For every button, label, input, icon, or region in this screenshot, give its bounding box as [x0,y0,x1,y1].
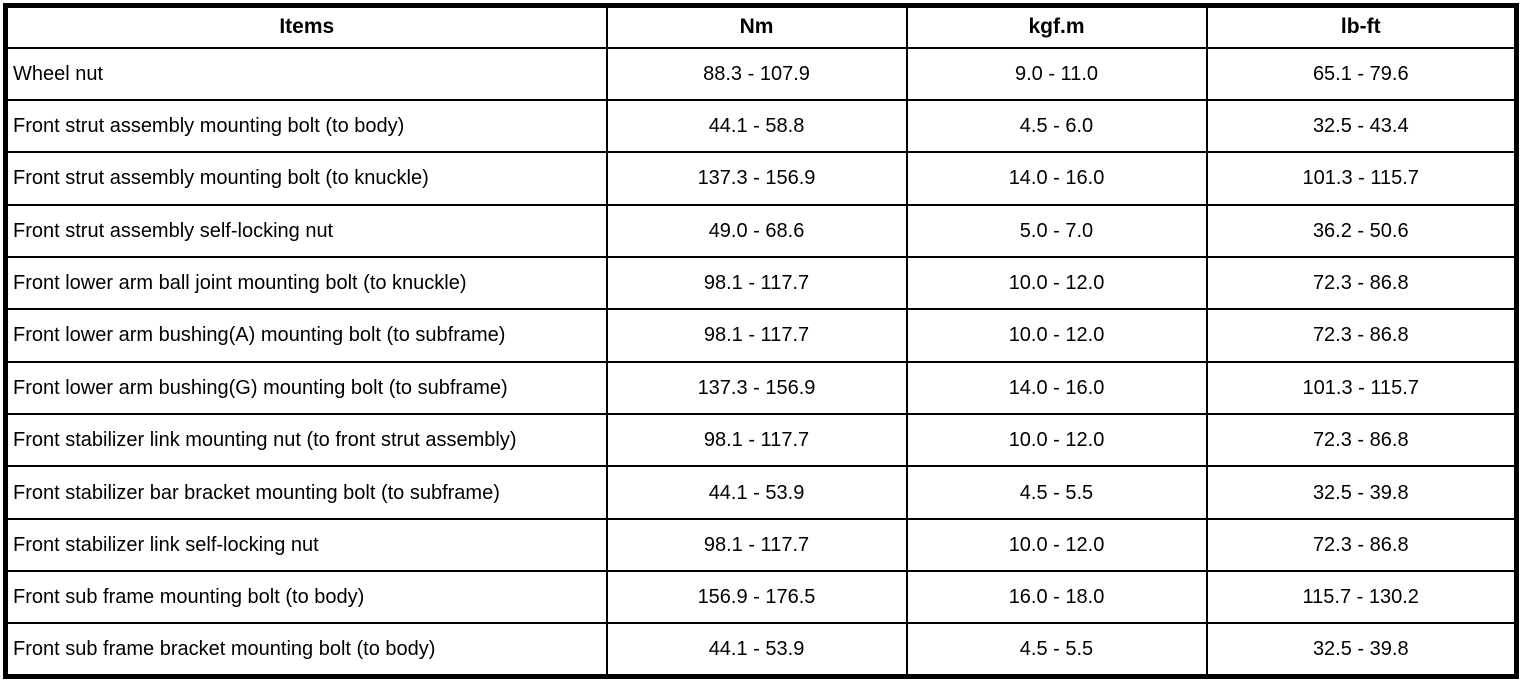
nm-value-cell: 156.9 - 176.5 [605,570,908,625]
table-row: Front sub frame mounting bolt (to body) … [4,570,1518,625]
lbft-value-cell: 72.3 - 86.8 [1205,308,1518,363]
item-name-cell: Front sub frame mounting bolt (to body) [4,570,608,625]
item-name-cell: Front lower arm ball joint mounting bolt… [4,255,608,311]
table-row: Front lower arm ball joint mounting bolt… [4,255,1518,311]
table-row: Front strut assembly self-locking nut 49… [4,203,1518,258]
kgfm-value-cell: 10.0 - 12.0 [905,413,1208,468]
kgfm-value-cell: 9.0 - 11.0 [905,46,1208,101]
column-header-nm: Nm [605,4,908,49]
nm-value-cell: 98.1 - 117.7 [605,517,908,573]
item-name-cell: Front stabilizer link self-locking nut [4,517,608,573]
lbft-value-cell: 32.5 - 39.8 [1205,622,1518,678]
table-row: Wheel nut 88.3 - 107.9 9.0 - 11.0 65.1 -… [4,46,1518,101]
table-row: Front stabilizer bar bracket mounting bo… [4,465,1518,520]
kgfm-value-cell: 4.5 - 5.5 [905,465,1208,520]
table-body: Wheel nut 88.3 - 107.9 9.0 - 11.0 65.1 -… [4,46,1518,678]
nm-value-cell: 49.0 - 68.6 [605,203,908,258]
kgfm-value-cell: 14.0 - 16.0 [905,360,1208,416]
kgfm-value-cell: 10.0 - 12.0 [905,308,1208,363]
kgfm-value-cell: 4.5 - 6.0 [905,98,1208,154]
table-row: Front lower arm bushing(A) mounting bolt… [4,308,1518,363]
item-name-cell: Front stabilizer link mounting nut (to f… [4,413,608,468]
torque-spec-table: Items Nm kgf.m lb-ft Wheel nut 88.3 - 10… [3,3,1519,679]
kgfm-value-cell: 10.0 - 12.0 [905,255,1208,311]
table-row: Front stabilizer link self-locking nut 9… [4,517,1518,573]
kgfm-value-cell: 4.5 - 5.5 [905,622,1208,678]
item-name-cell: Front lower arm bushing(A) mounting bolt… [4,308,608,363]
nm-value-cell: 88.3 - 107.9 [605,46,908,101]
nm-value-cell: 44.1 - 58.8 [605,98,908,154]
lbft-value-cell: 101.3 - 115.7 [1205,360,1518,416]
nm-value-cell: 137.3 - 156.9 [605,360,908,416]
table-row: Front strut assembly mounting bolt (to k… [4,151,1518,206]
lbft-value-cell: 36.2 - 50.6 [1205,203,1518,258]
table-row: Front stabilizer link mounting nut (to f… [4,413,1518,468]
column-header-kgfm: kgf.m [905,4,1208,49]
item-name-cell: Front sub frame bracket mounting bolt (t… [4,622,608,678]
lbft-value-cell: 72.3 - 86.8 [1205,413,1518,468]
item-name-cell: Front stabilizer bar bracket mounting bo… [4,465,608,520]
kgfm-value-cell: 16.0 - 18.0 [905,570,1208,625]
lbft-value-cell: 32.5 - 39.8 [1205,465,1518,520]
kgfm-value-cell: 10.0 - 12.0 [905,517,1208,573]
kgfm-value-cell: 5.0 - 7.0 [905,203,1208,258]
nm-value-cell: 98.1 - 117.7 [605,413,908,468]
column-header-items: Items [4,4,608,49]
item-name-cell: Front strut assembly self-locking nut [4,203,608,258]
lbft-value-cell: 72.3 - 86.8 [1205,517,1518,573]
nm-value-cell: 98.1 - 117.7 [605,255,908,311]
nm-value-cell: 98.1 - 117.7 [605,308,908,363]
table-row: Front lower arm bushing(G) mounting bolt… [4,360,1518,416]
table-row: Front sub frame bracket mounting bolt (t… [4,622,1518,678]
kgfm-value-cell: 14.0 - 16.0 [905,151,1208,206]
item-name-cell: Wheel nut [4,46,608,101]
table-header-row: Items Nm kgf.m lb-ft [4,4,1518,49]
lbft-value-cell: 101.3 - 115.7 [1205,151,1518,206]
lbft-value-cell: 72.3 - 86.8 [1205,255,1518,311]
item-name-cell: Front strut assembly mounting bolt (to k… [4,151,608,206]
nm-value-cell: 44.1 - 53.9 [605,622,908,678]
lbft-value-cell: 65.1 - 79.6 [1205,46,1518,101]
nm-value-cell: 137.3 - 156.9 [605,151,908,206]
table-row: Front strut assembly mounting bolt (to b… [4,98,1518,154]
lbft-value-cell: 32.5 - 43.4 [1205,98,1518,154]
column-header-lbft: lb-ft [1205,4,1518,49]
lbft-value-cell: 115.7 - 130.2 [1205,570,1518,625]
nm-value-cell: 44.1 - 53.9 [605,465,908,520]
item-name-cell: Front strut assembly mounting bolt (to b… [4,98,608,154]
item-name-cell: Front lower arm bushing(G) mounting bolt… [4,360,608,416]
